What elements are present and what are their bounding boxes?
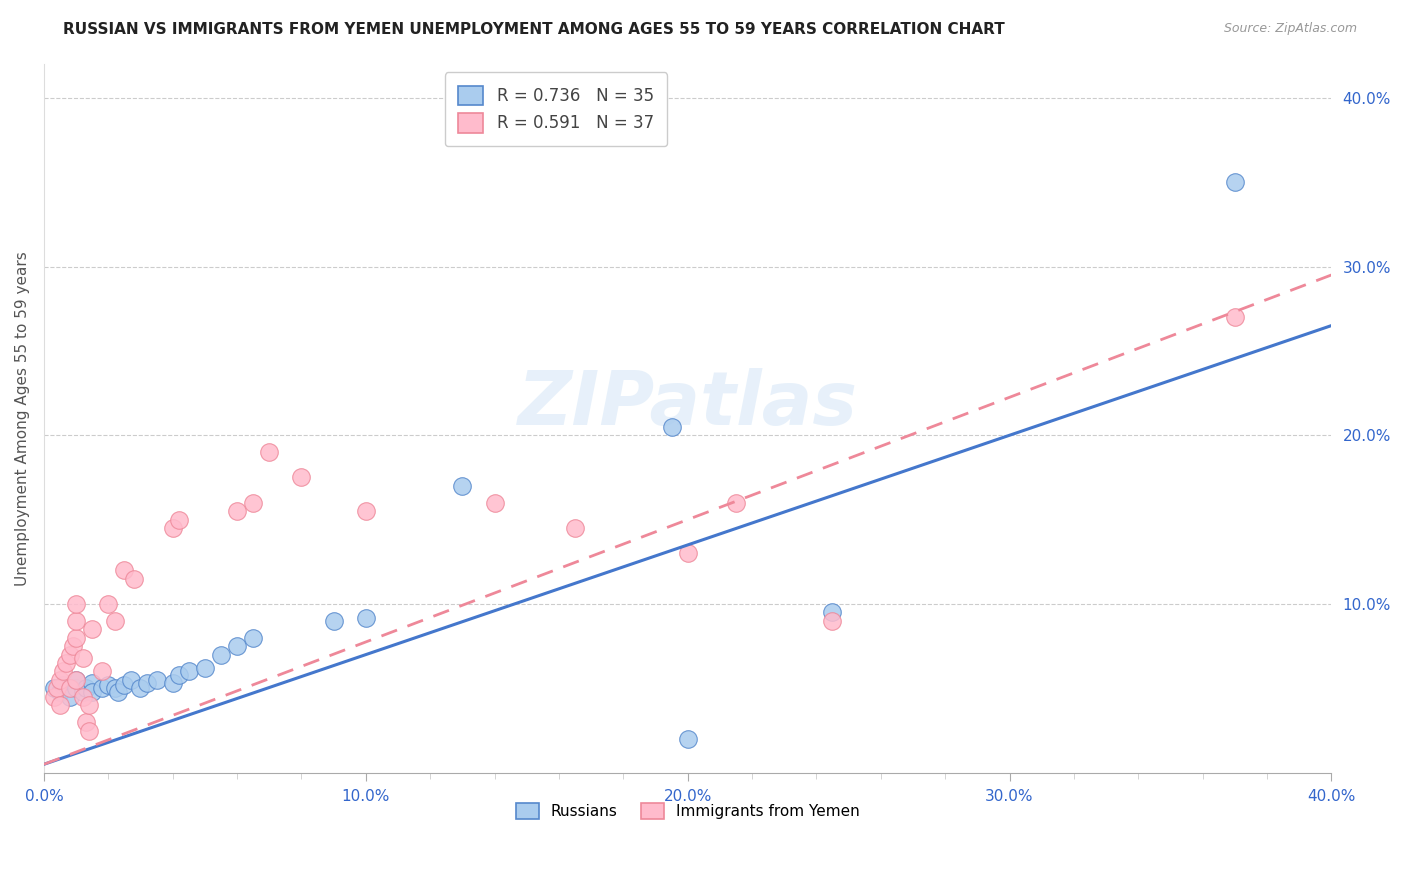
Point <box>104 614 127 628</box>
Point <box>59 690 82 704</box>
Point <box>724 496 747 510</box>
Text: RUSSIAN VS IMMIGRANTS FROM YEMEN UNEMPLOYMENT AMONG AGES 55 TO 59 YEARS CORRELAT: RUSSIAN VS IMMIGRANTS FROM YEMEN UNEMPLO… <box>63 22 1005 37</box>
Point <box>72 651 94 665</box>
Point <box>354 610 377 624</box>
Point <box>97 597 120 611</box>
Point <box>107 684 129 698</box>
Point <box>676 731 699 746</box>
Point <box>82 684 104 698</box>
Point <box>120 673 142 687</box>
Point <box>167 668 190 682</box>
Point <box>52 665 75 679</box>
Point <box>242 496 264 510</box>
Point <box>52 678 75 692</box>
Y-axis label: Unemployment Among Ages 55 to 59 years: Unemployment Among Ages 55 to 59 years <box>15 251 30 586</box>
Point <box>242 631 264 645</box>
Text: ZIPatlas: ZIPatlas <box>517 368 858 441</box>
Point <box>322 614 344 628</box>
Point <box>49 673 72 687</box>
Point <box>1223 175 1246 189</box>
Point <box>676 546 699 560</box>
Point <box>104 681 127 696</box>
Point <box>451 479 474 493</box>
Point <box>65 614 87 628</box>
Point <box>257 445 280 459</box>
Point <box>42 690 65 704</box>
Point <box>82 676 104 690</box>
Point <box>59 681 82 696</box>
Point <box>194 661 217 675</box>
Point <box>72 690 94 704</box>
Point <box>122 572 145 586</box>
Point <box>129 681 152 696</box>
Legend: Russians, Immigrants from Yemen: Russians, Immigrants from Yemen <box>509 797 866 825</box>
Point <box>135 676 157 690</box>
Point <box>59 681 82 696</box>
Point <box>49 698 72 713</box>
Point <box>290 470 312 484</box>
Point <box>65 681 87 696</box>
Point <box>821 614 844 628</box>
Point <box>90 665 112 679</box>
Point <box>209 648 232 662</box>
Point <box>77 698 100 713</box>
Point <box>564 521 586 535</box>
Point <box>90 681 112 696</box>
Point <box>75 715 97 730</box>
Point <box>112 563 135 577</box>
Text: Source: ZipAtlas.com: Source: ZipAtlas.com <box>1223 22 1357 36</box>
Point <box>65 673 87 687</box>
Point <box>821 606 844 620</box>
Point <box>661 420 683 434</box>
Point <box>62 639 84 653</box>
Point <box>59 648 82 662</box>
Point <box>42 681 65 696</box>
Point <box>484 496 506 510</box>
Point <box>1223 310 1246 325</box>
Point <box>55 656 77 670</box>
Point <box>45 681 67 696</box>
Point <box>167 513 190 527</box>
Point <box>177 665 200 679</box>
Point <box>77 723 100 738</box>
Point <box>226 639 249 653</box>
Point <box>49 684 72 698</box>
Point <box>65 673 87 687</box>
Point <box>226 504 249 518</box>
Point <box>75 681 97 696</box>
Point <box>82 623 104 637</box>
Point <box>72 684 94 698</box>
Point <box>162 521 184 535</box>
Point <box>65 631 87 645</box>
Point <box>145 673 167 687</box>
Point <box>65 597 87 611</box>
Point <box>112 678 135 692</box>
Point <box>162 676 184 690</box>
Point <box>97 678 120 692</box>
Point <box>354 504 377 518</box>
